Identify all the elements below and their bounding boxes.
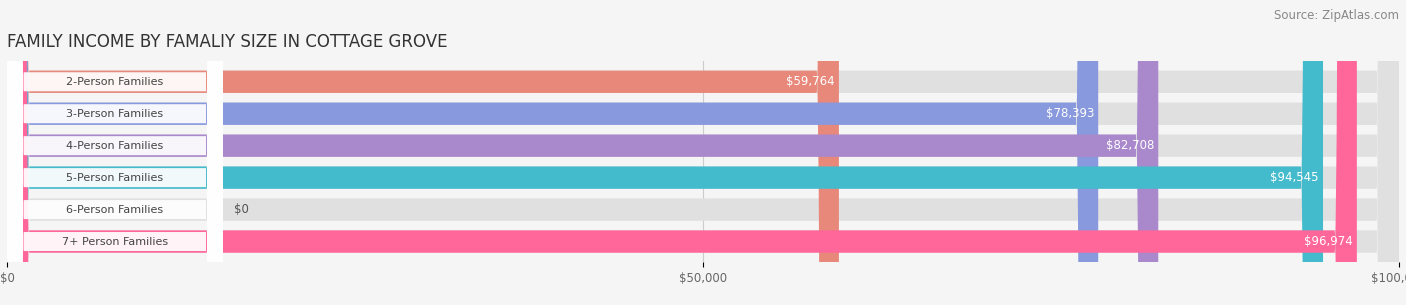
Text: 7+ Person Families: 7+ Person Families [62, 237, 167, 246]
FancyBboxPatch shape [7, 0, 222, 305]
Text: Source: ZipAtlas.com: Source: ZipAtlas.com [1274, 9, 1399, 22]
Text: $82,708: $82,708 [1105, 139, 1154, 152]
Text: FAMILY INCOME BY FAMALIY SIZE IN COTTAGE GROVE: FAMILY INCOME BY FAMALIY SIZE IN COTTAGE… [7, 33, 447, 51]
FancyBboxPatch shape [7, 0, 1399, 305]
FancyBboxPatch shape [7, 0, 1399, 305]
FancyBboxPatch shape [7, 0, 222, 305]
Text: $0: $0 [233, 203, 249, 216]
FancyBboxPatch shape [7, 0, 1399, 305]
Text: $96,974: $96,974 [1303, 235, 1353, 248]
Text: $59,764: $59,764 [786, 75, 835, 88]
Text: 6-Person Families: 6-Person Families [66, 205, 163, 215]
Text: 2-Person Families: 2-Person Families [66, 77, 163, 87]
FancyBboxPatch shape [7, 0, 1399, 305]
Text: 4-Person Families: 4-Person Families [66, 141, 163, 151]
FancyBboxPatch shape [7, 0, 1399, 305]
FancyBboxPatch shape [7, 0, 222, 305]
Text: $78,393: $78,393 [1046, 107, 1094, 120]
FancyBboxPatch shape [7, 0, 222, 305]
FancyBboxPatch shape [7, 0, 1399, 305]
FancyBboxPatch shape [7, 0, 1159, 305]
Text: 5-Person Families: 5-Person Families [66, 173, 163, 183]
FancyBboxPatch shape [7, 0, 222, 305]
FancyBboxPatch shape [7, 0, 222, 305]
FancyBboxPatch shape [7, 0, 1357, 305]
FancyBboxPatch shape [7, 0, 1098, 305]
FancyBboxPatch shape [7, 0, 839, 305]
FancyBboxPatch shape [7, 0, 1323, 305]
Text: $94,545: $94,545 [1271, 171, 1319, 184]
Text: 3-Person Families: 3-Person Families [66, 109, 163, 119]
